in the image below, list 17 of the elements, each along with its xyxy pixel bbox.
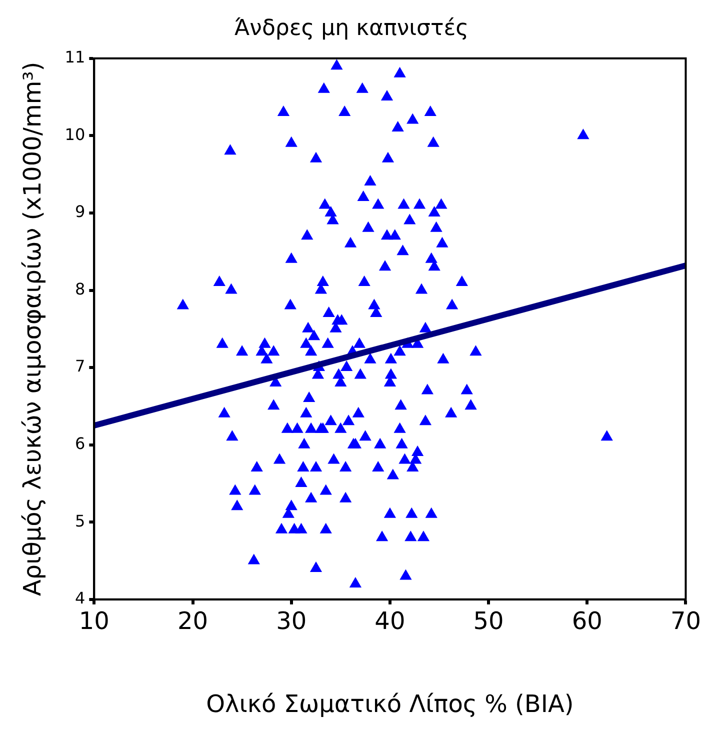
y-tick-label: 4 xyxy=(74,588,86,608)
y-axis-title: Αριθμός λευκών αιμοσφαιρίων (x1000/mm³) xyxy=(18,62,47,596)
x-tick-label: 40 xyxy=(374,607,406,636)
x-tick-label: 70 xyxy=(670,607,702,636)
y-tick-label: 5 xyxy=(74,511,86,530)
x-axis-title: Ολικό Σωματικό Λίπος % (BIA) xyxy=(206,690,574,718)
y-tick-label: 9 xyxy=(74,202,86,222)
chart-title: Άνδρες μη καπνιστές xyxy=(234,16,469,41)
x-tick-label: 20 xyxy=(177,607,208,636)
x-tick-label: 30 xyxy=(276,607,307,636)
y-tick-label: 10 xyxy=(64,124,86,144)
y-tick-label: 6 xyxy=(74,434,86,453)
x-tick-label: 60 xyxy=(572,607,602,636)
y-tick-label: 11 xyxy=(64,48,86,67)
y-tick-label: 8 xyxy=(74,279,86,298)
x-tick-label: 50 xyxy=(473,607,504,636)
y-tick-label: 7 xyxy=(74,356,86,376)
